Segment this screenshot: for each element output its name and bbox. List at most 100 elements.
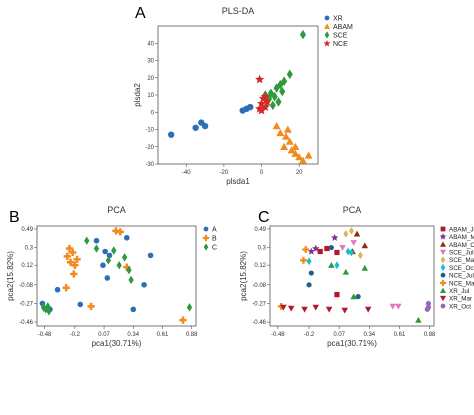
panel-b-series-c-point (84, 236, 90, 245)
panel-a-legend-label: ABAM (333, 24, 353, 31)
panel-c-ytick-label: 0.3 (258, 246, 267, 252)
panel-c-legend-label: XR_Mar (449, 296, 472, 303)
panel-c-series-xr-jul-point (415, 316, 422, 323)
panel-c-series-sce-jul-point (350, 240, 357, 246)
panel-c-series-abam-jul-point (334, 249, 340, 256)
panel-c-legend-marker (440, 303, 446, 309)
panel-c-legend-label: ABAM_Jul (449, 226, 474, 233)
panel-b-series-b-point (73, 255, 81, 263)
panel-c-series-xr-mar-point (325, 306, 333, 313)
panel-b-xtick-label: 0.88 (186, 332, 198, 338)
panel-a-series-nce-point (260, 91, 270, 101)
panel-c-series-nce-mar-point (300, 256, 307, 264)
panel-c-series-sce-oct (306, 247, 354, 270)
panel-a-series-abam-point (298, 156, 307, 164)
panel-a-legend-marker (324, 23, 330, 29)
panel-c-series-xr-mar-point (312, 304, 319, 311)
panel-b: B PCA -0.48 -0.2 0.07 0.34 0.61 0.88 -0.46 -0.27 -… (6, 205, 217, 348)
panel-a-series-sce-point (275, 97, 282, 107)
panel-a-xtick-label: -40 (182, 170, 191, 176)
panel-c-legend-marker (440, 226, 446, 232)
panel-c-series-xr-jul (328, 261, 422, 323)
panel-c-series-sce-jul-point (395, 303, 402, 310)
panel-c-legend-marker (439, 233, 447, 240)
panel-b-series-a-point (141, 282, 147, 288)
panel-c-legend-label: XR_Oct (449, 303, 471, 310)
panel-a-series-abam-point (272, 122, 281, 130)
panel-b-series-a-point (102, 248, 108, 255)
panel-a-series-xr-point (167, 131, 175, 138)
panel-c-series-xr-jul-point (328, 261, 335, 268)
panel-c-series-sce-oct-point (345, 247, 351, 256)
panel-b-series-b-point (112, 227, 120, 235)
panel-b-letter: B (9, 209, 20, 226)
panel-c-xtick-label: 0.88 (424, 332, 436, 338)
panel-b-legend: ABC (202, 226, 217, 251)
panel-c-series-abam-jul-point (324, 245, 330, 252)
panel-a-series-sce-point (271, 91, 278, 102)
panel-c-ytick-label: 0.49 (254, 227, 266, 233)
panel-c-letter: C (258, 209, 270, 226)
panel-a-xlabel: plsda1 (226, 177, 250, 186)
panel-b-ytick-label: -0.27 (19, 301, 33, 307)
panel-b-series-b-point (62, 284, 70, 292)
panel-a-ytick-label: -10 (145, 128, 154, 134)
panel-b-xlabel: pca1(30.71%) (92, 339, 142, 348)
panel-c-xtick-label: 0.07 (333, 332, 345, 338)
panel-c-legend-marker (440, 241, 446, 247)
panel-c-xtick-label: 0.61 (394, 332, 406, 338)
panel-a-series-xr-point (192, 124, 199, 131)
panel-a-series-nce-point (256, 105, 267, 115)
panel-b-series-b-point (87, 302, 95, 311)
panel-c-series-abam-mar-point (331, 233, 339, 241)
panel-a-series-sce-point (299, 29, 306, 40)
panel-c-legend-marker (440, 295, 446, 302)
panel-a-series-abam-point (285, 137, 294, 145)
panel-c-series-nce-jul-point (306, 282, 312, 288)
panel-c-title: PCA (343, 205, 362, 215)
panel-c-series-sce-jul-point (389, 303, 396, 310)
panel-b-legend-marker (203, 226, 209, 232)
panel-a-xtick-label: 0 (260, 170, 264, 176)
panel-c-legend-label: NCE_Mar (449, 280, 474, 287)
panel-a-series-abam-point (283, 125, 292, 133)
panel-a-series-abam-point (295, 153, 304, 161)
panel-c-legend-marker (440, 256, 446, 264)
panel-b-series-a-point (77, 301, 84, 308)
panel-b-series-a-point (130, 306, 137, 313)
panel-c-series-nce-jul-point (355, 293, 361, 300)
panel-c-plot-frame (269, 225, 435, 327)
panel-a-series-xr-point (201, 122, 209, 130)
panel-a-series-sce-point (286, 69, 293, 80)
panel-c-legend-marker (440, 272, 446, 278)
panel-a-legend-marker (324, 15, 330, 21)
panel-b-xtick-label: 0.61 (157, 332, 169, 338)
panel-b-series-a-point (147, 252, 154, 259)
panel-b-ytick-label: 0.49 (21, 227, 33, 233)
panel-b-series-a-point (123, 234, 130, 241)
panel-c-series-xr-mar-point (280, 304, 287, 311)
panel-b-ytick-label: 0.12 (21, 263, 33, 269)
panel-a-ytick-label: 0 (151, 110, 155, 116)
panel-c-series-xr-mar-point (301, 306, 308, 313)
panel-a-series-nce-point (255, 74, 265, 84)
panel-b-series-b-point (63, 252, 71, 261)
panel-a-series-sce-point (279, 86, 286, 97)
panel-c-ytick-label: 0.12 (254, 263, 266, 269)
panel-c-series-nce-jul-point (328, 244, 334, 251)
panel-a-series-abam-point (304, 151, 313, 159)
panel-a-legend-label: NCE (333, 41, 348, 48)
panel-b-xtick-label: -0.48 (38, 332, 52, 338)
panel-b-series-c (40, 236, 193, 316)
panel-a-series-nce (255, 74, 272, 115)
panel-b-series-b-point (65, 244, 74, 253)
panel-b-series-c-point (126, 265, 132, 275)
panel-a-series-sce (262, 29, 306, 111)
panel-c-legend-label: XR_Jul (449, 288, 469, 295)
panel-c-legend-marker (440, 249, 446, 256)
panel-c-series-nce-mar (277, 246, 310, 310)
panel-a-series-sce-point (269, 100, 276, 111)
panel-a-series-abam-point (291, 142, 300, 150)
panel-c: C PCA -0.48 -0.2 0.07 0.34 0.61 0.88 -0.46 -0.27 -… (239, 205, 474, 348)
